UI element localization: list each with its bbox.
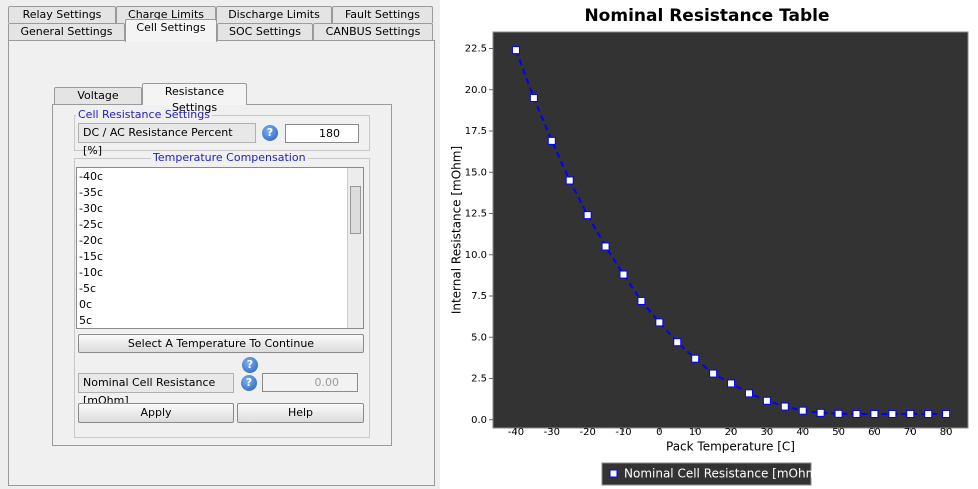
list-item[interactable]: 0c xyxy=(79,298,93,311)
y-tick-label: 20.0 xyxy=(465,85,487,96)
point xyxy=(852,409,861,418)
legend-marker xyxy=(609,469,618,478)
point xyxy=(511,46,520,55)
field-label: Nominal Cell Resistance [mOhm] xyxy=(78,373,234,407)
point xyxy=(655,318,664,327)
point xyxy=(816,408,825,417)
point xyxy=(888,409,897,418)
point xyxy=(924,409,933,418)
point xyxy=(691,354,700,363)
point xyxy=(673,338,682,347)
point xyxy=(744,389,753,398)
y-tick-label: 12.5 xyxy=(465,209,487,220)
point xyxy=(583,211,592,220)
point xyxy=(780,402,789,411)
list-item[interactable]: -10c xyxy=(79,266,104,279)
x-tick-label: 0 xyxy=(656,427,662,438)
x-tick-label: -30 xyxy=(544,427,560,438)
point xyxy=(601,242,610,251)
x-tick-label: 80 xyxy=(940,427,953,438)
list-item[interactable]: -15c xyxy=(79,250,104,263)
group-title: Temperature Compensation xyxy=(151,151,308,164)
list-item[interactable]: -20c xyxy=(79,234,104,247)
point xyxy=(762,396,771,405)
chart: Nominal Resistance Table 0.0 2.5 5.0 7.5 10.… xyxy=(450,6,969,486)
point xyxy=(547,136,556,145)
point xyxy=(906,409,915,418)
sub-tab-selected[interactable]: Resistance Settings xyxy=(142,83,247,114)
plot-area xyxy=(492,31,969,429)
point xyxy=(870,409,879,418)
x-tick-label: 60 xyxy=(868,427,881,438)
x-tick-label: 20 xyxy=(725,427,738,438)
list-item[interactable]: -30c xyxy=(79,202,104,215)
x-axis-label: Pack Temperature [C] xyxy=(666,440,795,454)
y-tick-label: 7.5 xyxy=(471,291,487,302)
y-tick-label: 0.0 xyxy=(471,415,487,426)
scrollbar[interactable] xyxy=(347,168,363,328)
spinner-disabled: 0.00 xyxy=(262,373,358,392)
tab[interactable]: Fault Settings xyxy=(332,6,433,23)
x-tick-label: -20 xyxy=(579,427,595,438)
x-tick-label: 30 xyxy=(761,427,774,438)
chart-title: Nominal Resistance Table xyxy=(584,6,829,26)
point xyxy=(619,270,628,279)
y-tick-label: 17.5 xyxy=(465,126,487,137)
tab[interactable]: SOC Settings xyxy=(217,23,313,41)
help-icon[interactable]: ? xyxy=(262,125,278,141)
scroll-thumb[interactable] xyxy=(350,186,361,234)
x-tick-label: 40 xyxy=(796,427,809,438)
point xyxy=(727,379,736,388)
list-item[interactable]: -40c xyxy=(79,170,104,183)
spinner[interactable]: 180 xyxy=(285,124,359,143)
x-tick-label: 70 xyxy=(904,427,917,438)
help-button[interactable]: Help xyxy=(237,403,364,423)
tab[interactable]: Charge Limits xyxy=(116,6,216,23)
temperature-list[interactable]: -40c -35c -30c -25c -20c -15c -10c -5c 0c 5c xyxy=(76,167,364,329)
list-item[interactable]: -5c xyxy=(79,282,97,295)
select-button[interactable]: Select A Temperature To Continue xyxy=(78,334,364,353)
sub-tab[interactable]: Voltage Settings xyxy=(54,87,142,118)
x-tick-label: 10 xyxy=(689,427,702,438)
y-tick-label: 22.5 xyxy=(465,44,487,55)
x-tick-label: 50 xyxy=(832,427,845,438)
list-item[interactable]: -35c xyxy=(79,186,104,199)
y-tick-label: 10.0 xyxy=(465,250,487,261)
point xyxy=(834,409,843,418)
point xyxy=(565,176,574,185)
point xyxy=(942,409,951,418)
point xyxy=(798,406,807,415)
group-box xyxy=(74,115,370,151)
tab[interactable]: General Settings xyxy=(8,23,125,41)
point xyxy=(529,94,538,102)
tab[interactable]: CANBUS Settings xyxy=(313,23,433,41)
y-tick-label: 2.5 xyxy=(471,374,487,385)
settings-panel: Relay Settings Charge Limits Discharge L… xyxy=(0,0,440,489)
legend-box xyxy=(601,462,812,486)
y-axis-label: Internal Resistance [mOhm] xyxy=(450,146,464,314)
y-tick-label: 15.0 xyxy=(465,167,487,178)
group-title: Cell Resistance Settings xyxy=(76,108,212,121)
x-tick-label: -40 xyxy=(508,427,524,438)
point xyxy=(637,296,646,305)
y-tick-label: 5.0 xyxy=(471,332,487,343)
tab[interactable]: Discharge Limits xyxy=(216,6,332,23)
list-item[interactable]: 5c xyxy=(79,314,93,327)
field-label: DC / AC Resistance Percent [%] xyxy=(78,123,256,157)
list-item[interactable]: -25c xyxy=(79,218,104,231)
tab[interactable]: Relay Settings xyxy=(8,6,116,23)
point xyxy=(709,369,718,378)
x-tick-label: -10 xyxy=(615,427,631,438)
help-icon[interactable]: ? xyxy=(241,375,257,391)
legend-label: Nominal Cell Resistance [mOhm] xyxy=(624,467,822,481)
tab-selected[interactable]: Cell Settings xyxy=(125,19,217,42)
help-icon[interactable]: ? xyxy=(242,357,258,373)
apply-button[interactable]: Apply xyxy=(78,403,234,423)
